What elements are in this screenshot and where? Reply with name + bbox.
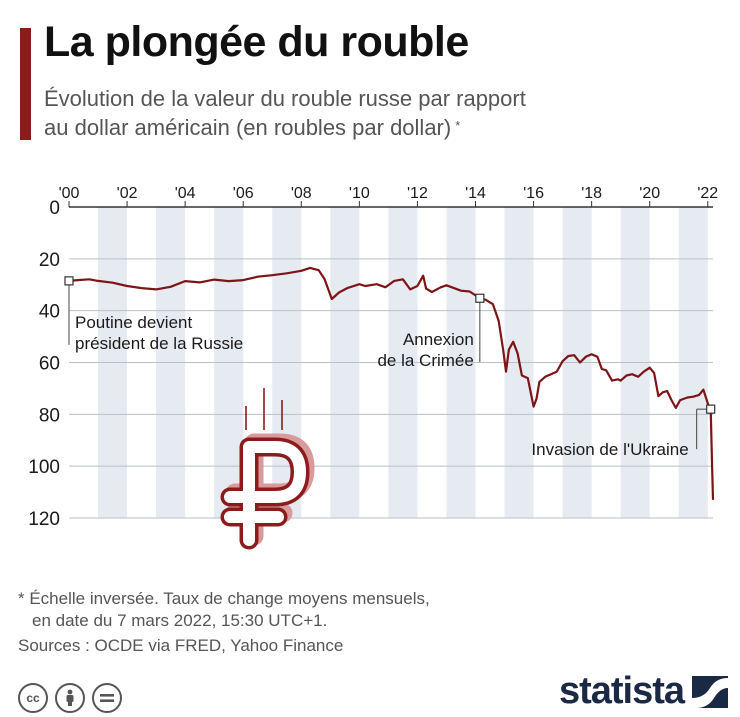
title-accent-bar [20, 28, 31, 140]
x-axis-ticks: '00 '02 '04 '06 '08 '10 '12 '14 '16 '18 '20 '22 [59, 185, 718, 207]
annotation-label: de la Crimée [377, 351, 473, 370]
x-tick-label: '12 [407, 185, 428, 202]
brand-wordmark: statista [558, 670, 685, 712]
grid-lines [69, 206, 713, 519]
page-title: La plongée du rouble [44, 18, 469, 66]
annotation-label: Poutine devient [75, 313, 192, 332]
annotation: Invasion de l'Ukraine [531, 404, 716, 459]
sources: Sources : OCDE via FRED, Yahoo Finance [18, 636, 344, 655]
rouble-series-line [68, 266, 715, 500]
annotation-label: président de la Russie [75, 334, 243, 353]
subtitle-line-2: au dollar américain (en roubles par doll… [44, 115, 452, 140]
y-tick-label: 40 [39, 302, 60, 323]
x-tick-label: '20 [639, 185, 660, 202]
x-tick-label: '06 [233, 185, 254, 202]
statista-mark-icon [692, 675, 728, 708]
x-tick-label: '16 [523, 185, 544, 202]
footnote: * Échelle inversée. Taux de change moyen… [18, 588, 538, 632]
annotation: Poutine devient président de la Russie [64, 276, 243, 353]
y-tick-label: 80 [39, 405, 60, 426]
y-tick-label: 0 [49, 198, 60, 219]
x-tick-label: '02 [117, 185, 138, 202]
x-tick-label: '22 [697, 185, 718, 202]
annotation-label: Invasion de l'Ukraine [531, 440, 688, 459]
y-axis-ticks: 0 20 40 60 80 100 120 [28, 198, 60, 530]
annotation-marker [64, 276, 74, 286]
annotation-label: Annexion [403, 330, 474, 349]
attribution-icon[interactable] [55, 683, 85, 713]
subtitle-footnote-mark: * [455, 118, 461, 133]
subtitle-line-1: Évolution de la valeur du rouble russe p… [44, 86, 526, 111]
creative-commons-icon[interactable]: cc [18, 683, 48, 713]
page-subtitle: Évolution de la valeur du rouble russe p… [44, 84, 684, 142]
annotation: Annexion de la Crimée [377, 293, 485, 370]
statista-logo[interactable]: statista [559, 670, 728, 713]
x-tick-label: '18 [581, 185, 602, 202]
series-layer [68, 266, 715, 500]
licence-icons: cc [18, 683, 122, 713]
ruble-sign-icon [220, 388, 315, 550]
annotation-marker [475, 293, 485, 303]
no-derivatives-icon[interactable] [92, 683, 122, 713]
footnote-line-2: en date du 7 mars 2022, 15:30 UTC+1. [32, 611, 328, 630]
y-tick-label: 20 [39, 250, 60, 271]
footnote-line-1: * Échelle inversée. Taux de change moyen… [18, 589, 430, 608]
x-tick-label: '14 [465, 185, 486, 202]
y-tick-label: 100 [28, 457, 60, 478]
x-tick-label: '10 [349, 185, 370, 202]
x-tick-label: '08 [291, 185, 312, 202]
annotation-marker [706, 404, 716, 414]
y-tick-label: 60 [39, 354, 60, 375]
y-tick-label: 120 [28, 509, 60, 530]
x-tick-label: '04 [175, 185, 196, 202]
annotations: Poutine devient président de la Russie Ann… [64, 276, 716, 459]
x-tick-label: '00 [59, 185, 80, 202]
